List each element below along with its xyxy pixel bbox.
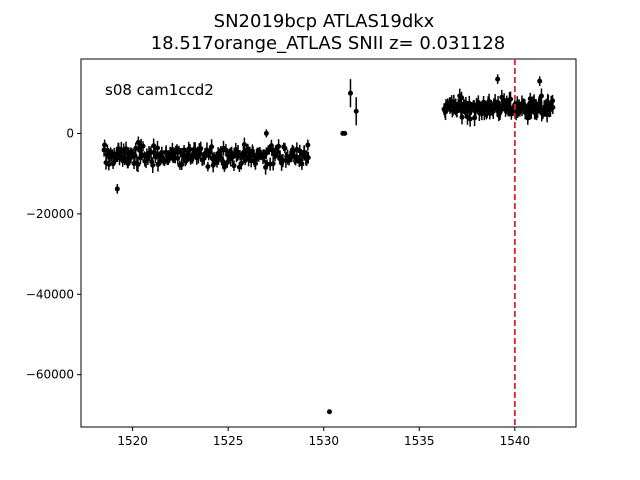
plot-frame bbox=[80, 58, 577, 428]
data-point bbox=[135, 139, 141, 145]
data-point bbox=[276, 143, 282, 149]
ccd-annotation: s08 cam1ccd2 bbox=[105, 81, 214, 99]
data-point bbox=[238, 160, 244, 166]
data-point bbox=[140, 143, 146, 149]
data-point bbox=[230, 154, 236, 160]
y-tick-label: −20000 bbox=[26, 207, 74, 221]
data-point bbox=[110, 161, 116, 167]
data-point bbox=[538, 93, 544, 99]
data-point bbox=[299, 161, 305, 167]
data-point bbox=[508, 96, 514, 102]
x-tick-label: 1520 bbox=[117, 434, 148, 448]
data-point bbox=[550, 104, 556, 110]
data-point bbox=[497, 109, 503, 115]
data-point bbox=[241, 142, 247, 148]
data-point bbox=[102, 142, 108, 148]
data-point bbox=[187, 146, 193, 152]
data-point bbox=[209, 144, 215, 150]
x-tick-label: 1530 bbox=[308, 434, 339, 448]
data-point bbox=[270, 161, 276, 167]
data-point bbox=[326, 409, 332, 415]
data-point bbox=[198, 146, 204, 152]
data-point bbox=[297, 148, 303, 154]
data-point bbox=[459, 95, 465, 101]
data-point bbox=[114, 186, 120, 192]
data-point bbox=[495, 76, 501, 82]
data-point bbox=[342, 130, 348, 136]
data-point bbox=[550, 98, 556, 104]
data-point bbox=[135, 162, 141, 168]
data-point bbox=[133, 145, 139, 151]
data-point bbox=[151, 143, 157, 149]
chart-title-line1: SN2019bcp ATLAS19dkx bbox=[214, 11, 435, 32]
data-point bbox=[537, 78, 543, 84]
y-tick-label: −40000 bbox=[26, 287, 74, 301]
data-point bbox=[175, 155, 181, 161]
chart-title-line2: 18.517orange_ATLAS SNII z= 0.031128 bbox=[151, 33, 506, 54]
data-point bbox=[459, 114, 465, 120]
data-point bbox=[353, 108, 359, 114]
data-point bbox=[169, 147, 175, 153]
y-tick-label: −60000 bbox=[26, 368, 74, 382]
data-point bbox=[155, 161, 161, 167]
data-point bbox=[132, 153, 138, 159]
data-point bbox=[263, 130, 269, 136]
data-point bbox=[205, 164, 211, 170]
data-point bbox=[305, 155, 311, 161]
data-point bbox=[123, 146, 129, 152]
data-point bbox=[220, 158, 226, 164]
data-point bbox=[231, 163, 237, 169]
y-tick-label: 0 bbox=[66, 126, 74, 140]
data-point bbox=[181, 147, 187, 153]
data-point bbox=[250, 151, 256, 157]
data-marks bbox=[101, 59, 556, 427]
data-point bbox=[525, 115, 531, 121]
axis-ticks: 1520 1525 1530 1535 1540 0 −20000 −40000 −60000 bbox=[26, 126, 530, 448]
data-point bbox=[544, 112, 550, 118]
data-point bbox=[179, 162, 185, 168]
data-point bbox=[282, 145, 288, 151]
x-tick-label: 1535 bbox=[404, 434, 435, 448]
x-tick-label: 1525 bbox=[213, 434, 244, 448]
data-point bbox=[305, 142, 311, 148]
data-point bbox=[154, 145, 160, 151]
data-point bbox=[150, 162, 156, 168]
x-tick-label: 1540 bbox=[500, 434, 531, 448]
data-point bbox=[467, 116, 473, 122]
data-point bbox=[347, 90, 353, 96]
